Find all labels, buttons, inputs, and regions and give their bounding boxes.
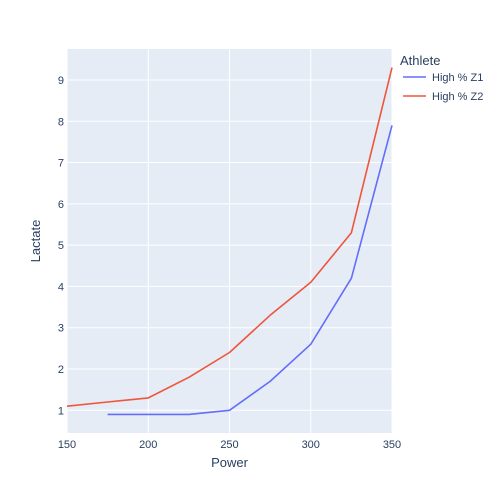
y-tick-label: 8: [58, 116, 64, 128]
series-line: [66, 67, 393, 407]
y-tick-label: 1: [58, 405, 64, 417]
y-tick-label: 6: [58, 199, 64, 211]
y-axis-title: Lactate: [28, 220, 43, 263]
x-tick-label: 300: [302, 439, 320, 451]
y-tick-label: 7: [58, 158, 64, 170]
x-axis-title: Power: [211, 455, 249, 470]
x-tick-label: 200: [139, 439, 157, 451]
series-line: [107, 125, 393, 416]
legend-item[interactable]: High % Z1: [403, 72, 483, 84]
legend[interactable]: Athlete High % Z1 High % Z2: [400, 53, 483, 103]
gridlines: [66, 49, 393, 433]
legend-label: High % Z2: [432, 91, 483, 103]
y-tick-label: 4: [58, 281, 64, 293]
y-tick-label: 3: [58, 323, 64, 335]
x-tick-label: 250: [220, 439, 238, 451]
legend-item[interactable]: High % Z2: [403, 91, 483, 103]
legend-label: High % Z1: [432, 72, 483, 84]
y-tick-label: 5: [58, 240, 64, 252]
y-tick-label: 9: [58, 75, 64, 87]
x-tick-labels: 150 200 250 300 350: [58, 439, 401, 451]
legend-title: Athlete: [400, 53, 440, 68]
y-tick-label: 2: [58, 364, 64, 376]
x-tick-label: 350: [383, 439, 401, 451]
series-lines: [66, 67, 393, 416]
x-tick-label: 150: [58, 439, 76, 451]
y-tick-labels: 1 2 3 4 5 6 7 8 9: [58, 75, 64, 417]
